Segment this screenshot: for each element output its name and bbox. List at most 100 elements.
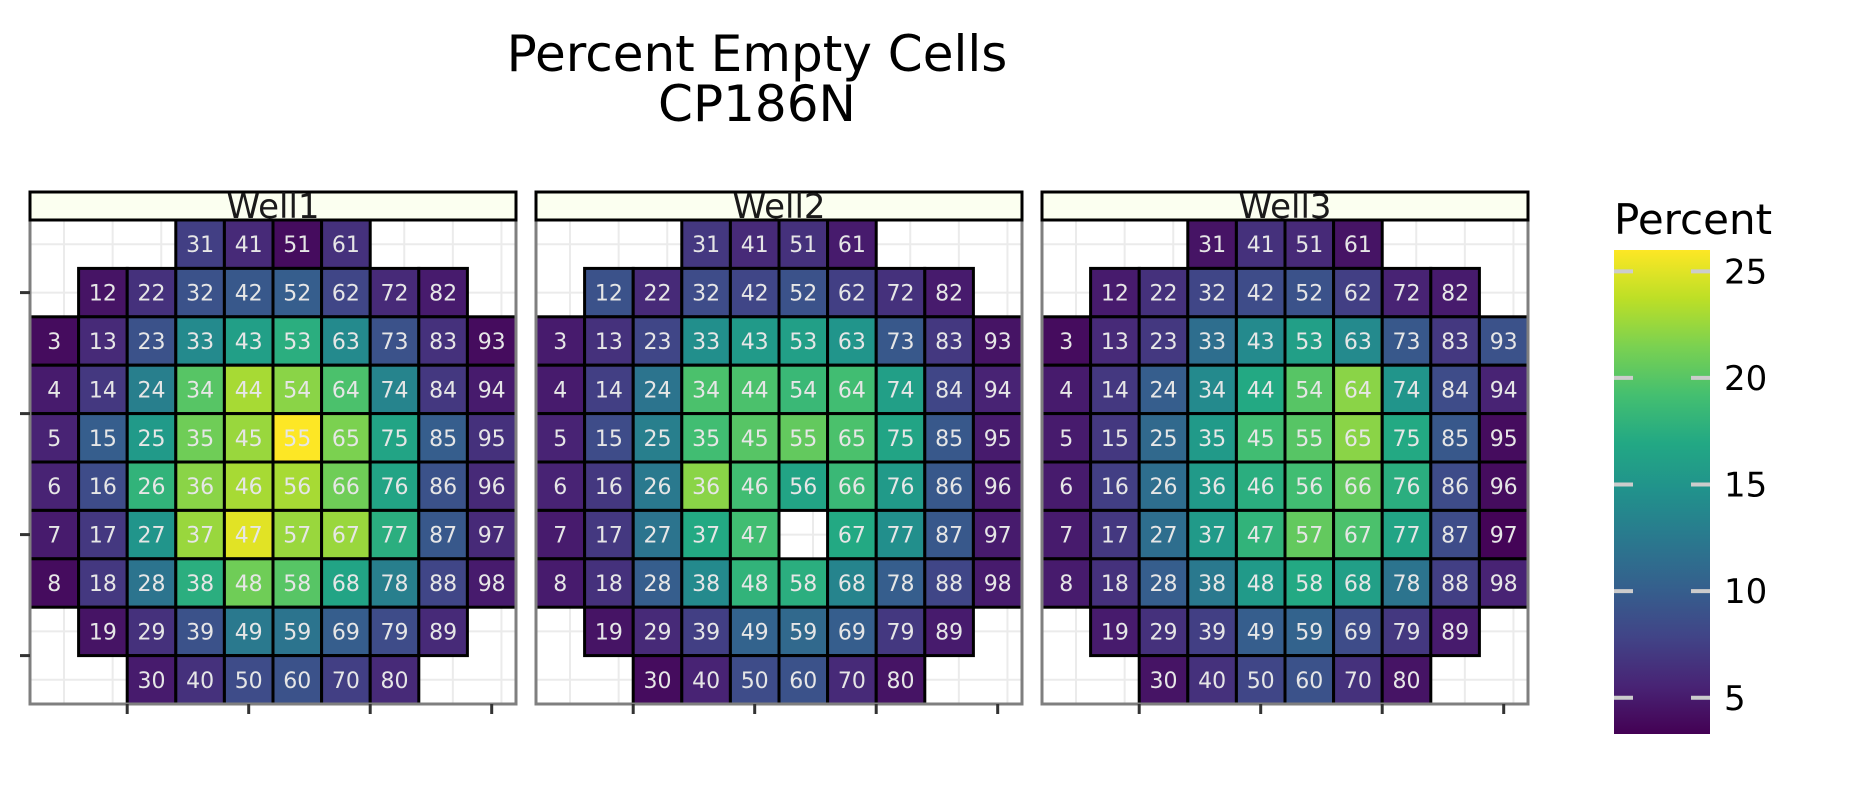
heatmap-cell-49 xyxy=(222,605,275,658)
cell-label-26: 26 xyxy=(1150,475,1178,500)
cell-label-25: 25 xyxy=(644,427,672,452)
cell-label-48: 48 xyxy=(235,572,263,597)
cell-label-72: 72 xyxy=(1393,282,1421,307)
cell-label-25: 25 xyxy=(1150,427,1178,452)
cell-label-36: 36 xyxy=(1198,475,1226,500)
heatmap-cell-64 xyxy=(1332,363,1384,416)
cell-label-86: 86 xyxy=(1441,475,1469,500)
cell-label-97: 97 xyxy=(1490,524,1518,549)
cell-label-29: 29 xyxy=(138,620,166,645)
cell-label-47: 47 xyxy=(235,524,263,549)
heatmap-cell-95 xyxy=(971,412,1024,464)
cell-label-98: 98 xyxy=(1490,572,1518,597)
cell-label-89: 89 xyxy=(1441,620,1469,645)
cell-label-60: 60 xyxy=(1295,669,1323,694)
cell-label-42: 42 xyxy=(235,282,263,307)
legend-tick-label: 10 xyxy=(1724,572,1767,612)
cell-label-29: 29 xyxy=(644,620,672,645)
cell-label-76: 76 xyxy=(887,475,915,500)
cell-label-49: 49 xyxy=(235,620,263,645)
heatmap-cell-35 xyxy=(680,412,732,464)
cell-label-75: 75 xyxy=(381,427,409,452)
cell-label-17: 17 xyxy=(595,524,623,549)
cell-label-16: 16 xyxy=(89,475,117,500)
cell-label-16: 16 xyxy=(1101,475,1129,500)
cell-label-83: 83 xyxy=(429,330,457,355)
cell-label-57: 57 xyxy=(1295,524,1323,549)
heatmap-cell-31 xyxy=(1186,218,1238,270)
cell-label-74: 74 xyxy=(1393,378,1421,403)
cell-label-64: 64 xyxy=(332,378,360,403)
heatmap-cell-70 xyxy=(1332,654,1384,706)
cell-label-36: 36 xyxy=(186,475,214,500)
cell-label-70: 70 xyxy=(332,669,360,694)
cell-label-88: 88 xyxy=(935,572,963,597)
cell-label-24: 24 xyxy=(644,378,672,403)
heatmap-cell-7 xyxy=(28,508,81,561)
cell-label-97: 97 xyxy=(478,524,506,549)
cell-label-39: 39 xyxy=(692,620,720,645)
cell-label-75: 75 xyxy=(887,427,915,452)
cell-label-68: 68 xyxy=(1344,572,1372,597)
cell-label-87: 87 xyxy=(1441,524,1469,549)
cell-label-66: 66 xyxy=(838,475,866,500)
cell-label-98: 98 xyxy=(478,572,506,597)
cell-label-59: 59 xyxy=(283,620,311,645)
legend-colorbar xyxy=(1614,250,1710,734)
heatmap-cell-23 xyxy=(1137,315,1190,367)
heatmap-cell-28 xyxy=(631,557,684,609)
cell-label-56: 56 xyxy=(1295,475,1323,500)
heatmap-cell-41 xyxy=(728,218,781,270)
heatmap-cell-26 xyxy=(125,460,178,512)
cell-label-96: 96 xyxy=(478,475,506,500)
cell-label-83: 83 xyxy=(1441,330,1469,355)
cell-label-42: 42 xyxy=(1247,282,1275,307)
cell-label-59: 59 xyxy=(1295,620,1323,645)
heatmap-cell-65 xyxy=(1332,412,1384,464)
heatmap-cell-97 xyxy=(465,508,518,561)
cell-label-4: 4 xyxy=(47,378,61,403)
legend-title: Percent xyxy=(1614,195,1772,244)
cell-label-41: 41 xyxy=(235,233,263,258)
cell-label-85: 85 xyxy=(935,427,963,452)
heatmap-cell-98 xyxy=(1477,557,1530,609)
cell-label-52: 52 xyxy=(789,282,817,307)
cell-label-12: 12 xyxy=(595,282,623,307)
cell-label-37: 37 xyxy=(186,524,214,549)
heatmap-cell-17 xyxy=(583,508,635,561)
legend-tick-label: 5 xyxy=(1724,679,1746,719)
cell-label-27: 27 xyxy=(644,524,672,549)
heatmap-cell-67 xyxy=(1332,508,1384,561)
cell-label-55: 55 xyxy=(1295,427,1323,452)
cell-label-38: 38 xyxy=(1198,572,1226,597)
cell-label-15: 15 xyxy=(1101,427,1129,452)
cell-label-44: 44 xyxy=(741,378,769,403)
heatmap-cell-4 xyxy=(1040,363,1093,416)
cell-label-23: 23 xyxy=(138,330,166,355)
cell-label-39: 39 xyxy=(1198,620,1226,645)
heatmap-cell-63 xyxy=(1332,315,1384,367)
cell-label-37: 37 xyxy=(1198,524,1226,549)
cell-label-32: 32 xyxy=(692,282,720,307)
cell-label-77: 77 xyxy=(381,524,409,549)
heatmap-cell-70 xyxy=(320,654,372,706)
cell-label-54: 54 xyxy=(1295,378,1323,403)
cell-label-17: 17 xyxy=(89,524,117,549)
cell-label-8: 8 xyxy=(47,572,61,597)
cell-label-75: 75 xyxy=(1393,427,1421,452)
cell-label-79: 79 xyxy=(1393,620,1421,645)
cell-label-36: 36 xyxy=(692,475,720,500)
cell-label-29: 29 xyxy=(1150,620,1178,645)
cell-label-56: 56 xyxy=(283,475,311,500)
cell-label-18: 18 xyxy=(595,572,623,597)
cell-label-80: 80 xyxy=(1393,669,1421,694)
cell-label-24: 24 xyxy=(1150,378,1178,403)
heatmap-cell-14 xyxy=(1089,363,1141,416)
cell-label-54: 54 xyxy=(283,378,311,403)
cell-label-87: 87 xyxy=(429,524,457,549)
cell-label-19: 19 xyxy=(595,620,623,645)
cell-label-69: 69 xyxy=(332,620,360,645)
cell-label-51: 51 xyxy=(1295,233,1323,258)
cell-label-50: 50 xyxy=(235,669,263,694)
